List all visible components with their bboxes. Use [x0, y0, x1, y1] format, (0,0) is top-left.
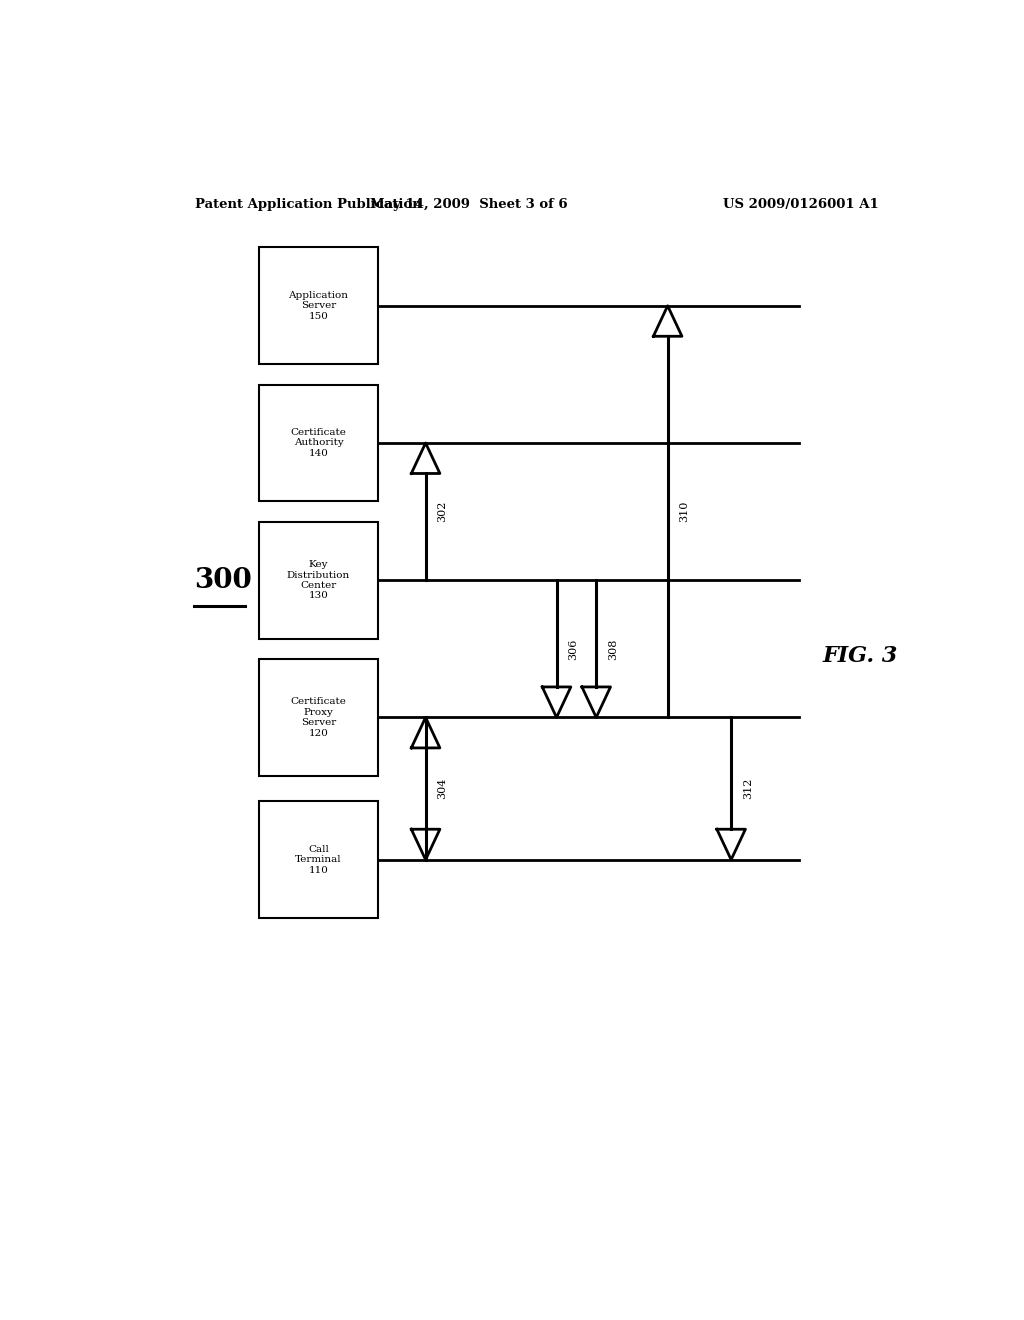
Bar	[259, 247, 378, 364]
Text: 308: 308	[608, 638, 618, 660]
Bar	[259, 521, 378, 639]
Bar	[259, 384, 378, 502]
Text: May 14, 2009  Sheet 3 of 6: May 14, 2009 Sheet 3 of 6	[371, 198, 568, 211]
Text: 300: 300	[194, 566, 252, 594]
Bar	[259, 801, 378, 919]
Text: 306: 306	[568, 638, 579, 660]
Text: Call
Terminal
110: Call Terminal 110	[295, 845, 342, 875]
Text: 310: 310	[680, 500, 689, 523]
Text: FIG. 3: FIG. 3	[822, 645, 898, 668]
Bar	[259, 659, 378, 776]
Text: Patent Application Publication: Patent Application Publication	[196, 198, 422, 211]
Text: Application
Server
150: Application Server 150	[289, 290, 348, 321]
Text: 312: 312	[743, 777, 753, 799]
Text: Certificate
Proxy
Server
120: Certificate Proxy Server 120	[291, 697, 346, 738]
Text: 304: 304	[437, 777, 447, 799]
Text: 302: 302	[437, 500, 447, 523]
Text: US 2009/0126001 A1: US 2009/0126001 A1	[723, 198, 879, 211]
Text: Key
Distribution
Center
130: Key Distribution Center 130	[287, 560, 350, 601]
Text: Certificate
Authority
140: Certificate Authority 140	[291, 428, 346, 458]
